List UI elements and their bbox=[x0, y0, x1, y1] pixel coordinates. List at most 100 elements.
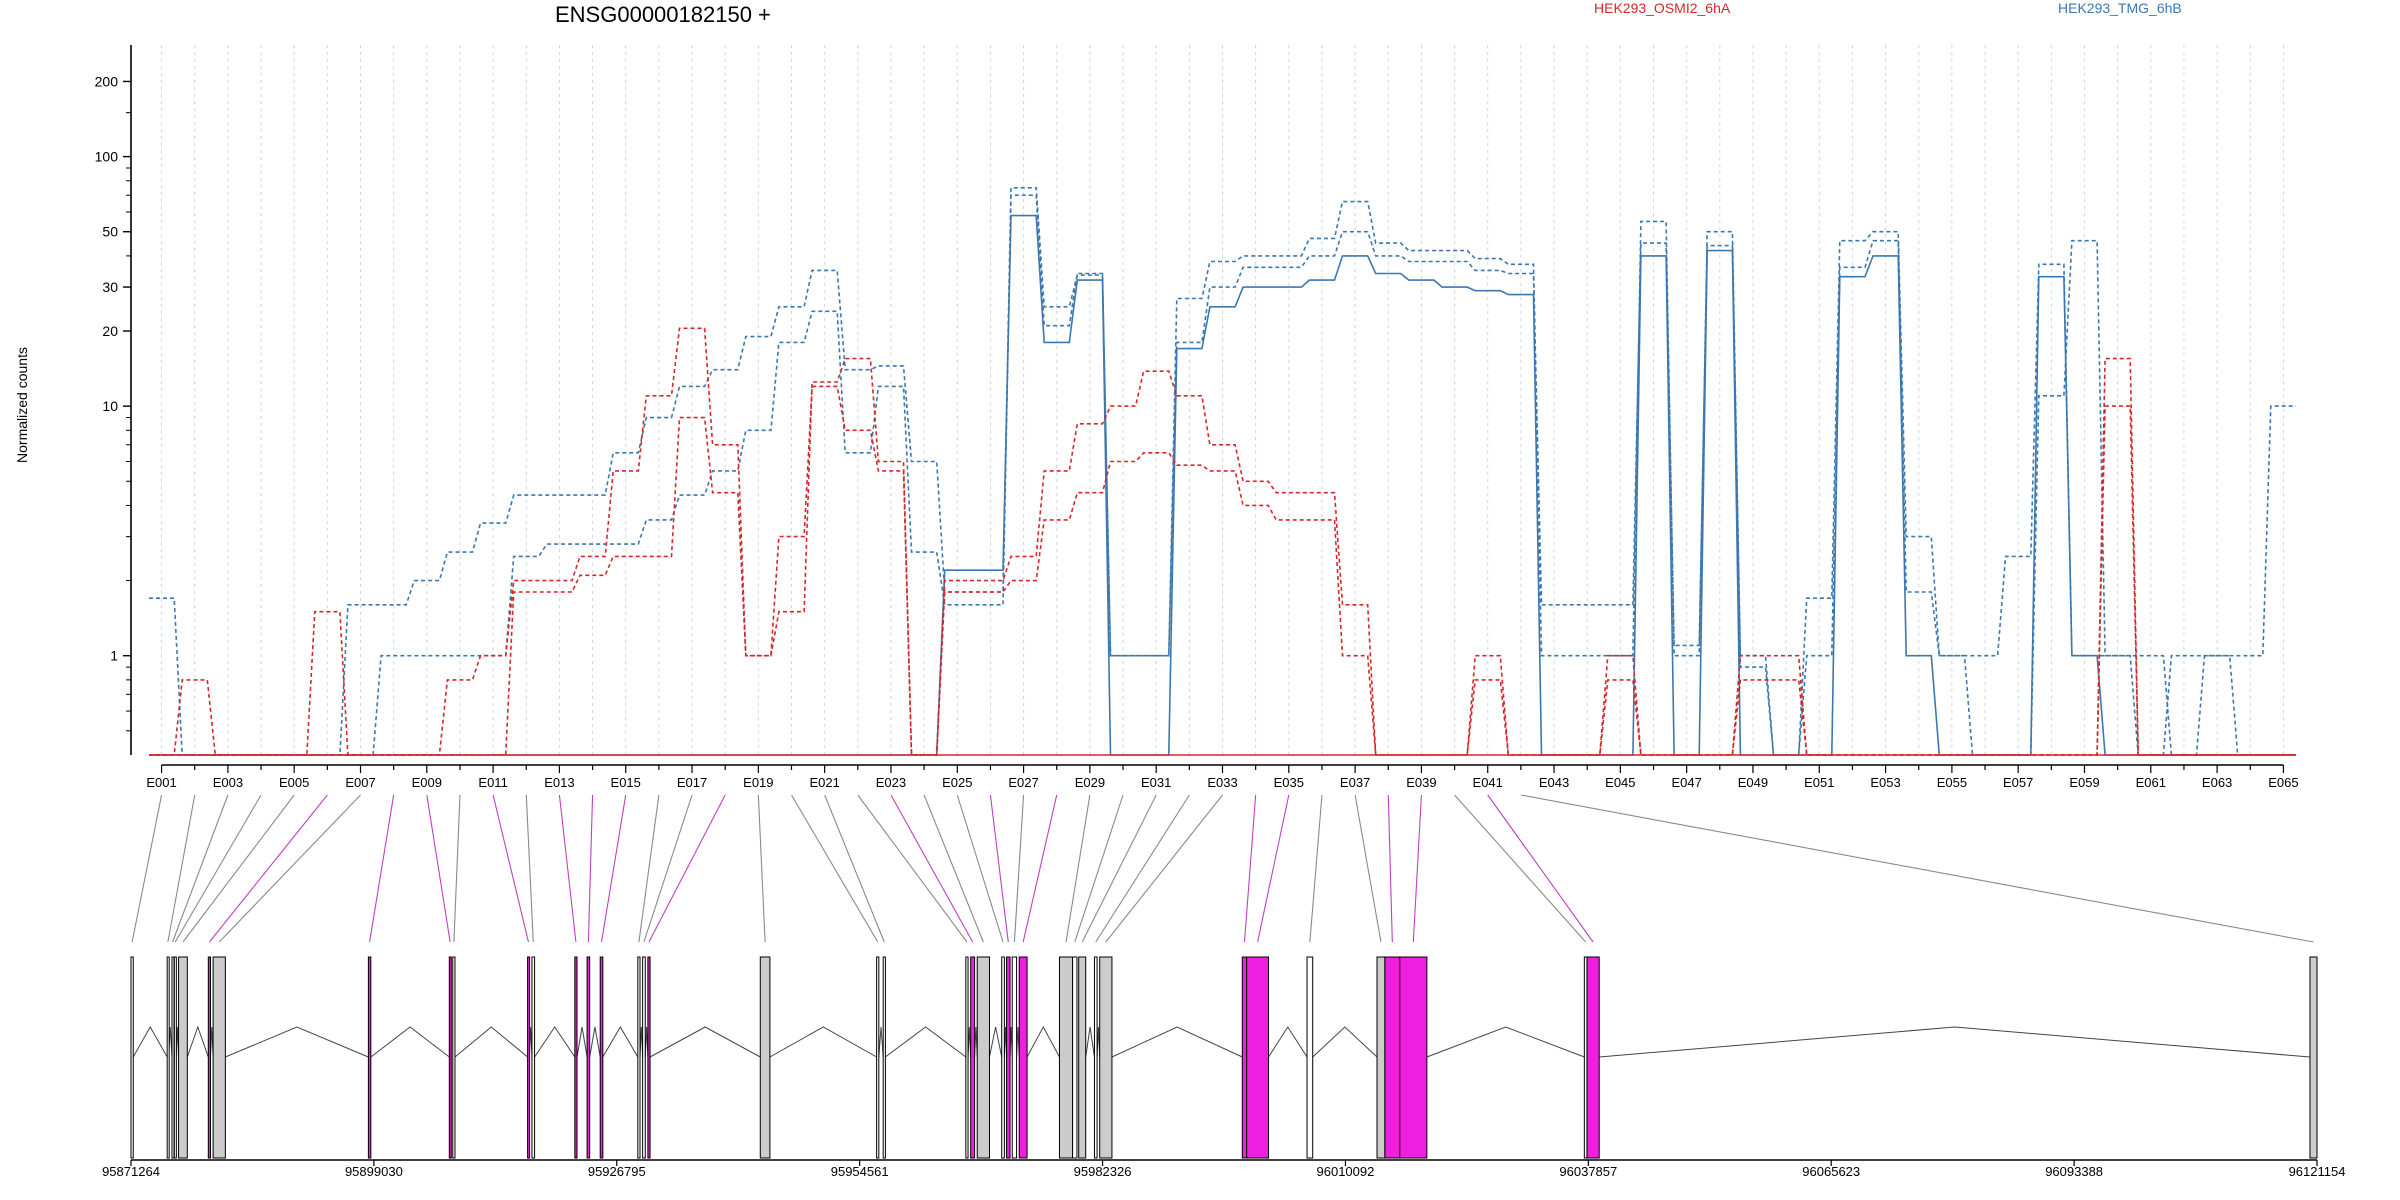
x-tick-label: E025 bbox=[942, 775, 972, 790]
connector-line bbox=[1354, 794, 1382, 943]
exon-box bbox=[1099, 956, 1113, 1159]
legend-entry-osmi2: HEK293_OSMI2_6hA bbox=[1594, 0, 1731, 16]
connector-line bbox=[1454, 794, 1587, 943]
connector-line bbox=[1095, 794, 1190, 943]
exon-box bbox=[171, 956, 175, 1159]
x-tick-label: E035 bbox=[1274, 775, 1304, 790]
exon-box bbox=[976, 956, 990, 1159]
exon-box bbox=[207, 956, 211, 1159]
exon-box bbox=[1078, 956, 1087, 1159]
x-tick-label: E033 bbox=[1207, 775, 1237, 790]
series-group bbox=[149, 187, 2296, 756]
exon-box bbox=[1072, 956, 1078, 1159]
intron-line bbox=[1268, 1026, 1308, 1058]
exon-box bbox=[882, 956, 886, 1159]
y-tick-label: 20 bbox=[102, 323, 118, 339]
exon-box bbox=[637, 956, 641, 1159]
genomic-tick-label: 96121154 bbox=[2289, 1164, 2346, 1179]
intron-line bbox=[589, 1026, 601, 1058]
intron-line bbox=[1599, 1026, 2311, 1058]
intron-line bbox=[1111, 1026, 1243, 1058]
connector-line bbox=[1487, 794, 1594, 943]
connector-line bbox=[648, 794, 726, 943]
connector-line bbox=[208, 794, 328, 943]
x-tick-label: E009 bbox=[412, 775, 442, 790]
exon-box bbox=[166, 956, 170, 1159]
exon-box bbox=[1384, 956, 1401, 1159]
intron-line bbox=[885, 1026, 967, 1058]
x-tick-label: E003 bbox=[213, 775, 243, 790]
genomic-tick-label: 95871264 bbox=[102, 1164, 160, 1179]
exon-box bbox=[527, 956, 531, 1159]
intron-line bbox=[1312, 1026, 1378, 1058]
x-tick-label: E031 bbox=[1141, 775, 1171, 790]
intron-line bbox=[649, 1026, 761, 1058]
connector-line bbox=[824, 794, 885, 943]
x-tick-label: E061 bbox=[2136, 775, 2166, 790]
exon-box bbox=[367, 956, 372, 1159]
connector-line bbox=[218, 794, 361, 943]
series-line bbox=[149, 187, 2296, 756]
exon-box bbox=[1399, 956, 1428, 1159]
connector-line bbox=[1074, 794, 1124, 943]
connector-line bbox=[167, 794, 196, 943]
x-tick-label: E045 bbox=[1605, 775, 1635, 790]
connector-line bbox=[1022, 794, 1058, 943]
exon-box bbox=[965, 956, 969, 1159]
intron-line bbox=[534, 1026, 576, 1058]
connector-line bbox=[172, 794, 229, 943]
exon-box bbox=[574, 956, 578, 1159]
x-tick-label: E029 bbox=[1075, 775, 1105, 790]
genomic-tick-label: 95926795 bbox=[588, 1164, 646, 1179]
x-tick-label: E057 bbox=[2003, 775, 2033, 790]
exon-box bbox=[1246, 956, 1270, 1159]
connector-line bbox=[525, 794, 534, 943]
series-line bbox=[149, 214, 2296, 756]
connector-line bbox=[1065, 794, 1091, 943]
x-tick-label: E053 bbox=[1870, 775, 1900, 790]
x-tick-label: E065 bbox=[2268, 775, 2298, 790]
x-tick-label: E049 bbox=[1738, 775, 1768, 790]
connector-line bbox=[1081, 794, 1157, 943]
exon-box bbox=[1006, 956, 1011, 1159]
intron-line bbox=[454, 1026, 528, 1058]
exon-box bbox=[212, 956, 226, 1159]
connector-line bbox=[643, 794, 693, 943]
x-tick-label: E005 bbox=[279, 775, 309, 790]
connector-line bbox=[1243, 794, 1257, 943]
x-tick-label: E041 bbox=[1473, 775, 1503, 790]
x-tick-label: E021 bbox=[809, 775, 839, 790]
intron-line bbox=[576, 1026, 588, 1058]
connector-line bbox=[1387, 794, 1393, 943]
x-axis: E001 E003 E005 E007 E009 E011 E013 E015 E017 E019… bbox=[146, 764, 2299, 790]
genomic-tick-label: 96037857 bbox=[1559, 1164, 1617, 1179]
x-tick-label: E011 bbox=[478, 775, 507, 790]
x-tick-label: E063 bbox=[2202, 775, 2232, 790]
x-tick-label: E027 bbox=[1008, 775, 1038, 790]
exon-box bbox=[647, 956, 651, 1159]
intron-line bbox=[225, 1026, 369, 1058]
genomic-tick-label: 95982326 bbox=[1074, 1164, 1132, 1179]
exon-box bbox=[448, 956, 452, 1159]
y-tick-label: 50 bbox=[102, 224, 118, 240]
x-tick-label: E017 bbox=[677, 775, 707, 790]
connector-line bbox=[923, 794, 984, 943]
connector-line bbox=[1257, 794, 1290, 943]
connector-line bbox=[426, 794, 451, 943]
x-tick-label: E037 bbox=[1340, 775, 1370, 790]
exon-connectors bbox=[131, 794, 2314, 943]
exon-box bbox=[173, 956, 177, 1159]
exon-box bbox=[599, 956, 604, 1159]
genomic-tick-label: 95899030 bbox=[345, 1164, 403, 1179]
x-tick-label: E051 bbox=[1804, 775, 1834, 790]
exon-box bbox=[642, 956, 646, 1159]
x-tick-label: E059 bbox=[2069, 775, 2099, 790]
connector-line bbox=[369, 794, 395, 943]
intron-line bbox=[1026, 1025, 1060, 1058]
intron-line bbox=[988, 1026, 1003, 1058]
connector-line bbox=[890, 794, 974, 943]
x-tick-label: E047 bbox=[1671, 775, 1701, 790]
exon-box bbox=[1306, 956, 1314, 1159]
